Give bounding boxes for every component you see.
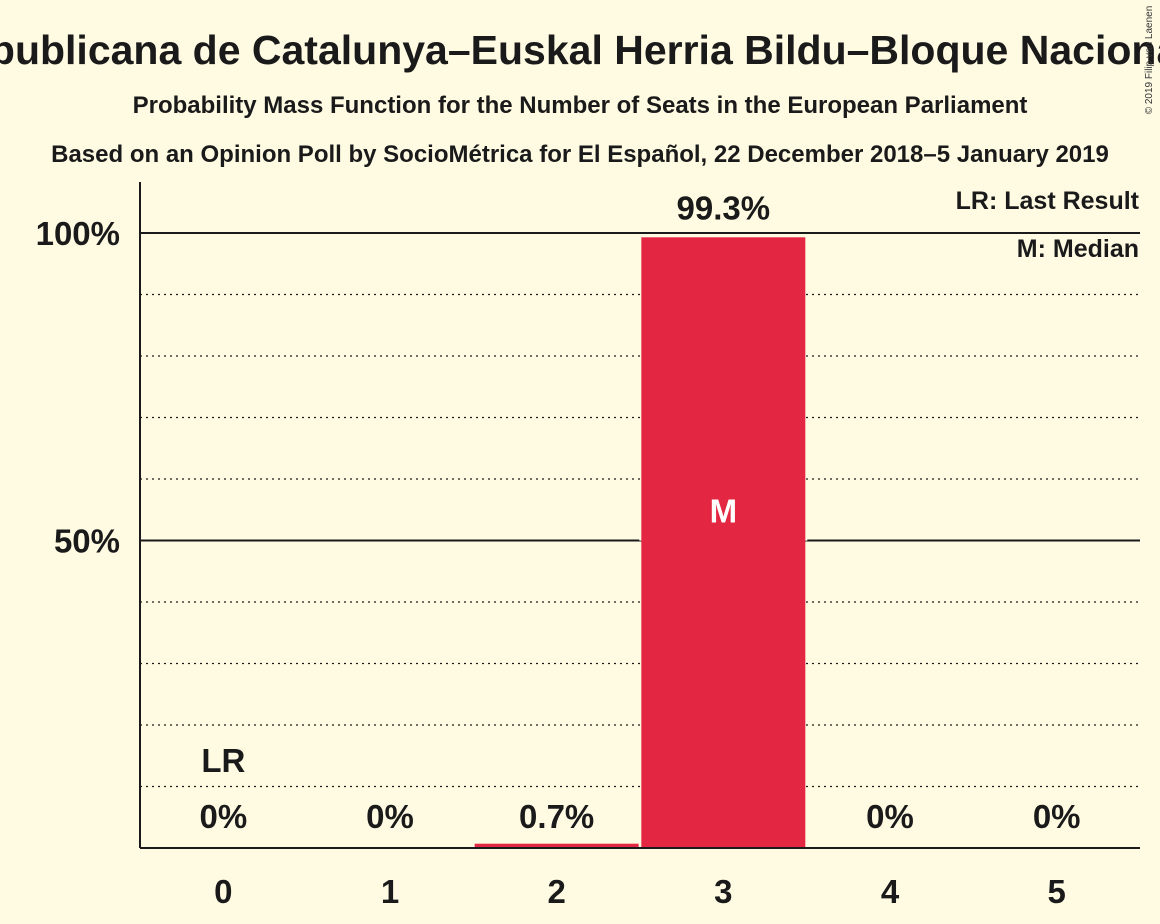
chart-source: Based on an Opinion Poll by SocioMétrica… — [51, 141, 1109, 168]
value-label: 0% — [366, 798, 414, 835]
x-tick-label: 5 — [1047, 873, 1065, 910]
x-tick-label: 1 — [381, 873, 399, 910]
y-axis-ticks: 50% 100% — [36, 215, 120, 560]
value-label: 0.7% — [519, 798, 594, 835]
value-label: 0% — [1033, 798, 1081, 835]
gridlines — [140, 232, 1140, 788]
y-tick-label: 50% — [54, 523, 120, 560]
chart-title: Esquerra Republicana de Catalunya–Euskal… — [0, 27, 1160, 73]
value-label: 0% — [866, 798, 914, 835]
y-tick-label: 100% — [36, 215, 120, 252]
value-label: 0% — [199, 798, 247, 835]
last-result-marker: LR — [201, 742, 245, 779]
x-tick-label: 0 — [214, 873, 232, 910]
bars — [474, 237, 806, 848]
median-marker: M — [710, 493, 738, 530]
value-label: 99.3% — [677, 189, 771, 226]
copyright-notice: © 2019 Filip van Laenen — [1144, 6, 1155, 115]
value-labels: 0% LR 0% 0.7% 99.3% M 0% 0% — [199, 189, 1080, 835]
bar-seats-2 — [474, 843, 639, 848]
x-tick-label: 3 — [714, 873, 732, 910]
bar-seats-3 — [641, 237, 806, 848]
x-axis-ticks: 0 1 2 3 4 5 — [214, 873, 1066, 910]
x-tick-label: 4 — [881, 873, 900, 910]
legend-median: M: Median — [1017, 235, 1139, 263]
legend-last-result: LR: Last Result — [956, 187, 1140, 215]
x-tick-label: 2 — [547, 873, 565, 910]
chart-subtitle: Probability Mass Function for the Number… — [133, 92, 1028, 119]
